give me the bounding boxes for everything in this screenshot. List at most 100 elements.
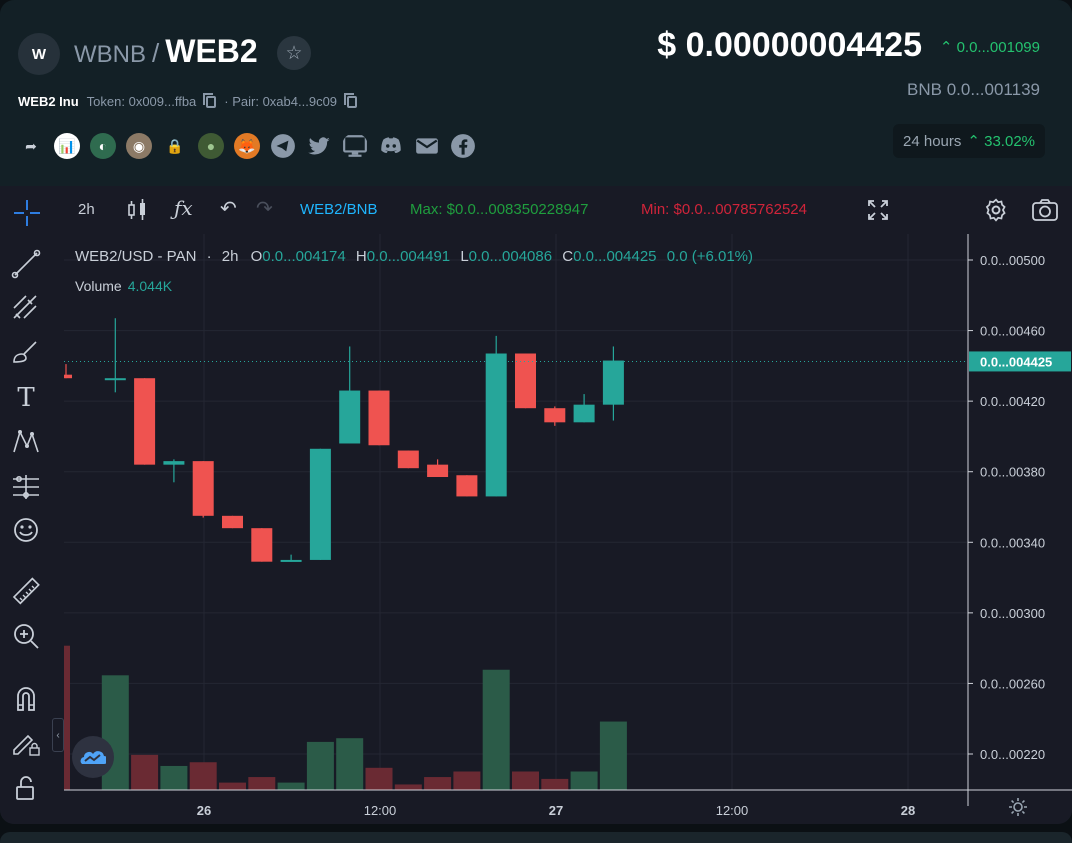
redo-icon[interactable]: ↷	[256, 198, 273, 220]
volume-bar	[277, 782, 305, 790]
candle-body	[192, 461, 214, 516]
undo-icon[interactable]: ↶	[220, 198, 237, 220]
copy-token-icon[interactable]	[203, 92, 217, 108]
candle-body	[602, 360, 624, 405]
arrow-up-icon: ⌃	[967, 133, 980, 150]
price-chart[interactable]: 0.0...00500 0.0...00460 0.0...00420 0.0...0…	[0, 186, 1072, 824]
pattern-icon[interactable]	[10, 426, 42, 458]
base-symbol[interactable]: WBNB	[74, 41, 146, 68]
metamask-icon[interactable]: 🦊	[234, 133, 260, 159]
volume-bar	[189, 762, 217, 790]
discord-icon[interactable]	[378, 133, 404, 159]
candle-body	[368, 390, 390, 446]
volume-bar	[160, 765, 188, 790]
facebook-icon[interactable]	[450, 133, 476, 159]
open-key: O	[250, 248, 263, 265]
volume-bar	[570, 771, 598, 790]
website-icon[interactable]	[342, 133, 368, 159]
volume-bar	[306, 741, 334, 790]
price-tick-label: 0.0...00380	[980, 465, 1045, 480]
interval-selector[interactable]: 2h	[78, 201, 95, 218]
candle-body	[515, 353, 536, 409]
email-icon[interactable]	[414, 133, 440, 159]
candle-type-icon[interactable]	[126, 198, 148, 222]
candle-body	[427, 464, 449, 478]
min-price: Min: $0.0...00785762524	[641, 201, 807, 218]
arrow-up-icon: ⌃	[939, 39, 953, 56]
volume-bar	[131, 754, 159, 790]
time-tick-label: 27	[549, 803, 563, 818]
token-icon[interactable]: ●	[198, 133, 224, 159]
candle-body	[134, 378, 156, 465]
close-value: 0.0...004425	[573, 248, 657, 265]
lock-drawings-icon[interactable]	[10, 726, 42, 758]
prediction-icon[interactable]	[10, 471, 42, 503]
volume-bar	[248, 777, 276, 790]
token-logo: W	[18, 33, 60, 75]
drawing-toolbar: T	[0, 186, 54, 824]
camera-icon[interactable]	[1031, 197, 1059, 223]
bnb-price: BNB 0.0...001139	[907, 80, 1040, 99]
candle-body	[339, 390, 361, 444]
collapse-toolbar-button[interactable]: ‹	[52, 718, 64, 752]
chart-grid	[64, 234, 968, 790]
price-change: ⌃ 0.0...001099	[940, 38, 1040, 56]
volume-bar	[453, 771, 481, 790]
volume-bar	[365, 767, 393, 790]
price-tick-label: 0.0...00500	[980, 253, 1045, 268]
time-axis: 26 12:00 27 12:00 28	[64, 789, 1072, 818]
pair-switch[interactable]: WEB2/BNB	[300, 201, 378, 218]
telegram-icon[interactable]	[270, 133, 296, 159]
candle-body	[163, 461, 185, 465]
open-value: 0.0...004174	[262, 248, 346, 265]
candle-body	[64, 374, 72, 379]
token-address: Token: 0x009...ffba	[86, 94, 197, 109]
text-tool-icon[interactable]: T	[17, 383, 35, 413]
volume-bar	[394, 784, 422, 790]
coin-icon[interactable]: ◉	[126, 133, 152, 159]
candle-body	[544, 408, 566, 423]
brush-icon[interactable]	[10, 336, 42, 368]
volume-bars	[64, 645, 627, 790]
volume-value: 4.044K	[127, 278, 173, 294]
price-tick-label: 0.0...00420	[980, 394, 1045, 409]
price-tick-label: 0.0...00220	[980, 747, 1045, 762]
candle-body	[456, 475, 478, 497]
candle-body	[222, 515, 243, 529]
theme-sun-icon[interactable]	[1008, 797, 1028, 817]
pair-separator: /	[152, 38, 160, 68]
crosshair-icon[interactable]	[12, 198, 42, 228]
emoji-icon[interactable]	[10, 514, 42, 546]
volume-bar	[336, 738, 364, 790]
volume-bar	[219, 782, 246, 790]
share-icon[interactable]: ➦	[25, 137, 37, 154]
unlock-icon[interactable]	[10, 772, 42, 804]
lock-icon[interactable]: 🔒	[166, 137, 184, 154]
favorite-star-icon[interactable]: ☆	[277, 36, 311, 70]
settings-gear-icon[interactable]	[983, 197, 1009, 223]
fullscreen-icon[interactable]	[866, 198, 890, 222]
chart-icon[interactable]: 📊	[54, 133, 80, 159]
period-change-value: 33.02%	[984, 133, 1035, 150]
legend-symbol[interactable]: WEB2/USD - PAN	[75, 248, 197, 265]
dextools-icon[interactable]: ◐	[90, 133, 116, 159]
fib-retracement-icon[interactable]	[10, 292, 42, 324]
candle-body	[573, 404, 595, 423]
twitter-icon[interactable]	[306, 133, 332, 159]
period-change-box[interactable]: 24 hours ⌃ 33.02%	[893, 124, 1045, 158]
tradingview-logo-icon[interactable]	[72, 736, 114, 778]
zoom-in-icon[interactable]	[10, 620, 42, 652]
ruler-icon[interactable]	[10, 576, 42, 608]
volume-bar	[482, 669, 510, 790]
token-info-line: WEB2 Inu Token: 0x009...ffba · Pair: 0xa…	[18, 92, 365, 109]
time-tick-label: 12:00	[364, 803, 397, 818]
copy-pair-icon[interactable]	[344, 92, 358, 108]
time-tick-label: 12:00	[716, 803, 749, 818]
indicators-icon[interactable]: ƒx	[174, 196, 193, 220]
candle-body	[251, 528, 273, 562]
current-price: $ 0.00000004425	[657, 26, 922, 64]
pair-address: · Pair: 0xab4...9c09	[224, 94, 338, 109]
trend-line-icon[interactable]	[10, 248, 42, 280]
magnet-icon[interactable]	[10, 682, 42, 714]
price-axis: 0.0...00500 0.0...00460 0.0...00420 0.0...0…	[967, 234, 1071, 806]
